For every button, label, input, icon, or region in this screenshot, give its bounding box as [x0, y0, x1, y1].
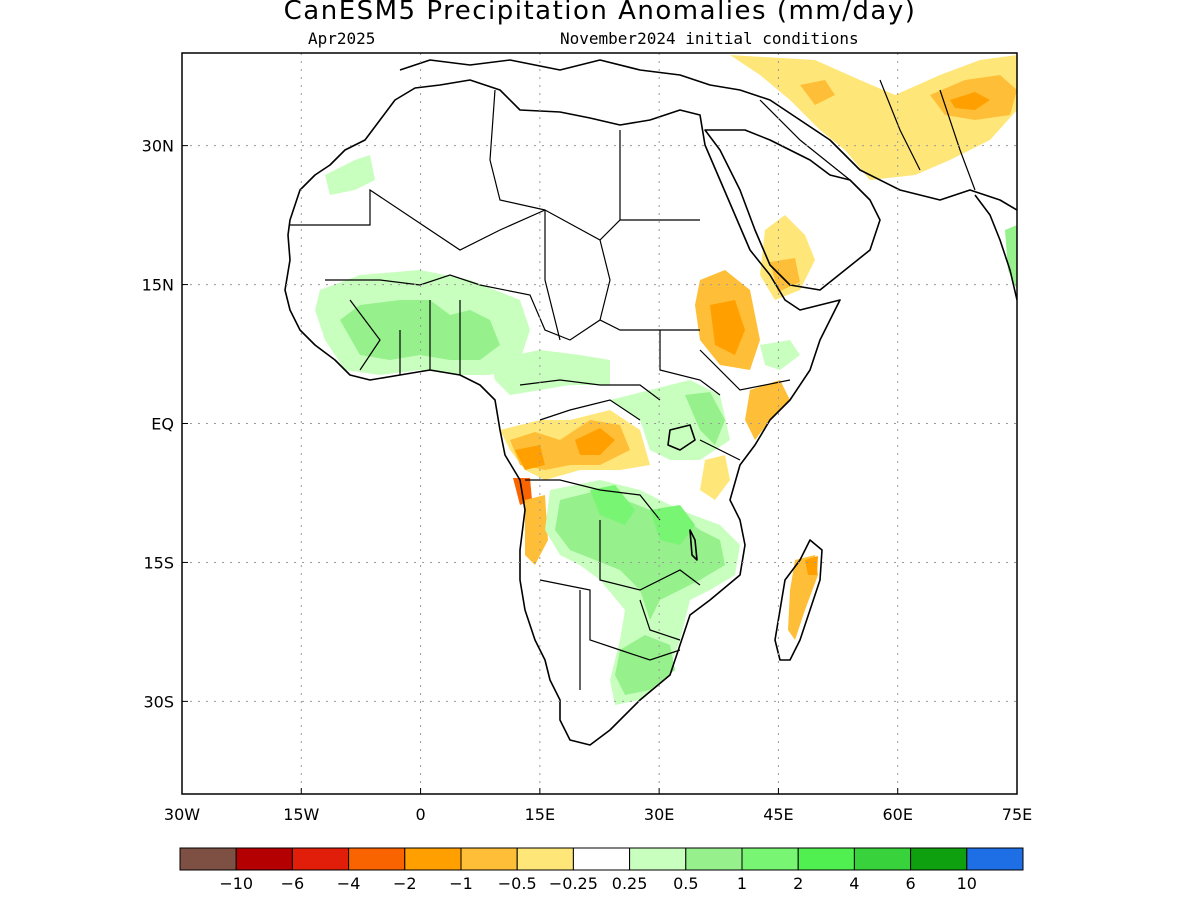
lon-tick-label: 60E [882, 805, 912, 824]
initial-conditions: November2024 initial conditions [560, 29, 859, 48]
dry-area-somalia [745, 380, 790, 440]
colorbar-label: 2 [793, 874, 803, 893]
colorbar-swatch [235, 847, 293, 871]
colorbar-swatch [629, 847, 687, 871]
dry-area-afghanistan-core [950, 92, 990, 110]
wet-area-india [1005, 225, 1017, 290]
lake-malawi [689, 529, 698, 561]
lon-tick-label: 15E [525, 805, 555, 824]
colorbar-label: 1 [737, 874, 747, 893]
lon-tick-label: 30W [164, 805, 200, 824]
dry-area-kenya [700, 455, 730, 500]
dry-area-congo-core [575, 428, 615, 455]
dry-area-yemen [760, 215, 815, 300]
europe-asia-coastline [399, 59, 1017, 211]
lat-tick-label: 15N [142, 276, 174, 295]
dry-area-iraq [800, 80, 835, 105]
colorbar-swatch [348, 847, 406, 871]
colorbar-legend: −10 −6 −4 −2 −1 −0.5 −0.25 0.25 0.5 1 2 4 6 10 [179, 847, 1024, 893]
lat-tick-label: 30N [142, 137, 174, 156]
colorbar-label: 6 [906, 874, 916, 893]
colorbar-swatch [404, 847, 462, 871]
wet-area-zambia-core [590, 485, 635, 525]
wet-area-uganda [685, 392, 725, 445]
colorbar-label: 0.5 [673, 874, 698, 893]
latitude-axis: 30N 15N EQ 15S 30S [142, 137, 188, 711]
lat-tick-label: 15S [143, 553, 174, 572]
colorbar-label: −0.25 [549, 874, 598, 893]
lon-tick-label: 0 [415, 805, 425, 824]
dry-area-yemen-core [770, 258, 800, 292]
lake-victoria [667, 424, 696, 451]
colorbar-swatch [741, 847, 799, 871]
colorbar-swatch [910, 847, 968, 871]
colorbar-label: 4 [849, 874, 859, 893]
colorbar-swatch [460, 847, 518, 871]
gridlines [182, 53, 1017, 794]
dry-area-madagascar [788, 555, 818, 640]
colorbar-label: 10 [957, 874, 977, 893]
country-borders [290, 79, 976, 690]
lon-tick-label: 15W [283, 805, 319, 824]
colorbar-swatch [572, 847, 631, 871]
dry-area-gabon-core [515, 445, 545, 470]
lat-tick-label: 30S [143, 692, 174, 711]
wet-area-south-africa [615, 635, 675, 695]
dry-area-ethiopia-core [710, 300, 745, 355]
colorbar-swatch [853, 847, 912, 871]
india-coastline [974, 194, 1017, 301]
colorbar-swatch [966, 847, 1024, 871]
colorbar-label: 0.25 [612, 874, 648, 893]
wet-area-cameroon [490, 350, 610, 395]
colorbar-label: −6 [281, 874, 305, 893]
colorbar-swatch [516, 847, 574, 871]
wet-area-mozambique [650, 505, 695, 545]
colorbar-swatch [291, 847, 350, 871]
lon-tick-label: 30E [644, 805, 674, 824]
map-title: CanESM5 Precipitation Anomalies (mm/day) [283, 0, 917, 26]
lon-tick-label: 75E [1002, 805, 1032, 824]
colorbar-label: −1 [449, 874, 473, 893]
colorbar-label: −0.5 [498, 874, 537, 893]
colorbar-label: −10 [219, 874, 253, 893]
arabia-coastline [704, 129, 881, 291]
colorbar-label: −2 [393, 874, 417, 893]
colorbar-label: −4 [337, 874, 361, 893]
dry-area-angola [525, 495, 548, 565]
wet-area-sahara [325, 155, 375, 195]
madagascar-coastline [774, 539, 823, 661]
lon-tick-label: 45E [763, 805, 793, 824]
colorbar-swatch [179, 847, 237, 871]
lat-tick-label: EQ [151, 415, 174, 434]
colorbar-swatch [685, 847, 743, 871]
wet-area-sudan [760, 340, 800, 370]
longitude-axis: 30W 15W 0 15E 30E 45E 60E 75E [164, 788, 1032, 824]
forecast-month: Apr2025 [308, 29, 376, 48]
colorbar-swatch [797, 847, 855, 871]
dry-area-madagascar-core [805, 556, 818, 575]
